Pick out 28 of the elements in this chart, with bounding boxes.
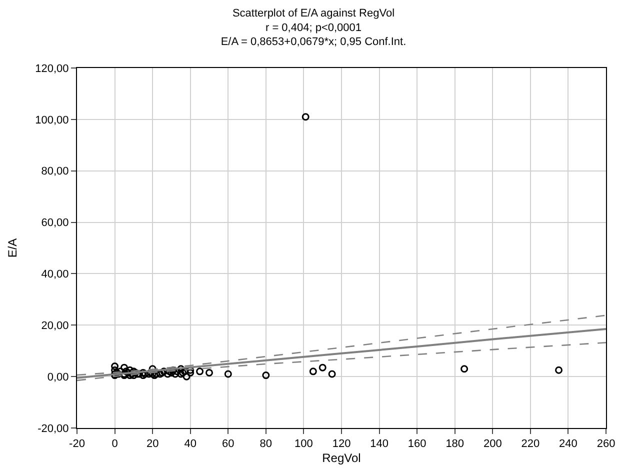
y-tick-label: 60,00 [41,217,69,230]
x-tick-label: -20 [69,438,85,450]
x-tick-label: 240 [559,438,578,450]
y-tick-label: 100,00 [35,114,69,126]
x-tick-label: 160 [408,438,426,450]
x-tick-label: 20 [146,438,159,450]
x-tick-label: 120 [332,438,351,450]
y-tick-label: 80,00 [41,166,69,178]
x-tick-label: 40 [184,438,196,450]
y-axis-title: E/A [5,238,20,258]
x-tick-label: 140 [370,438,388,450]
y-tick-label: 120,00 [35,62,69,75]
x-tick-label: 180 [446,438,464,450]
x-tick-label: 60 [222,438,234,450]
x-axis-title: RegVol [322,451,361,466]
x-tick-label: 100 [294,438,313,450]
y-tick-label: -20,00 [38,422,69,435]
x-tick-label: 220 [521,438,540,450]
x-tick-label: 260 [596,438,616,450]
y-tick-label: 20,00 [41,320,69,332]
y-tick-label: 40,00 [41,268,69,281]
x-tick-label: 0 [112,438,118,450]
x-tick-label: 80 [260,438,272,450]
y-tick-label: 0,00 [47,371,69,384]
x-tick-label: 200 [483,438,502,450]
chart-title: Scatterplot of E/A against RegVol [232,8,395,20]
chart-subtitle: r = 0,404; p<0,0001 [265,22,362,34]
text: E/A = 0,8653+0,0679*x; 0,95 Conf.Int. [220,36,406,48]
